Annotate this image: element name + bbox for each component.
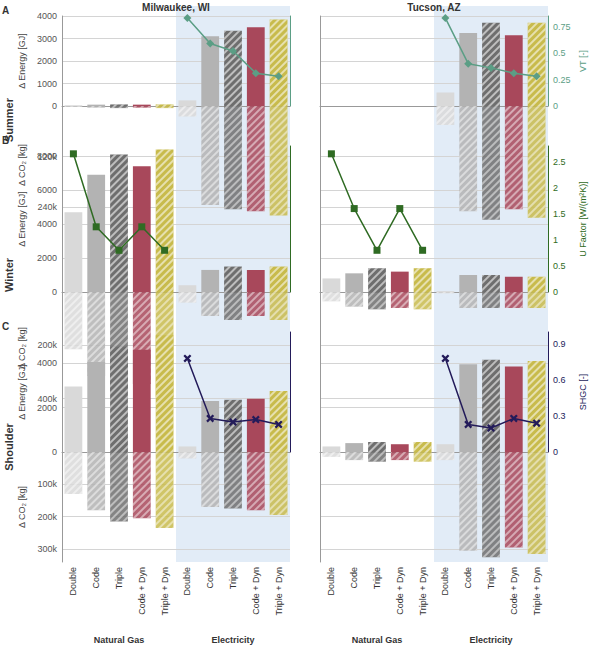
svg-text:Double: Double xyxy=(440,567,450,596)
svg-text:Code: Code xyxy=(349,567,359,589)
svg-text:Electricity: Electricity xyxy=(211,635,254,645)
svg-text:Code: Code xyxy=(463,567,473,589)
svg-text:6000: 6000 xyxy=(37,185,57,195)
svg-text:Triple: Triple xyxy=(114,567,124,589)
svg-text:Natural Gas: Natural Gas xyxy=(94,635,145,645)
svg-text:B: B xyxy=(2,135,9,146)
svg-text:120k: 120k xyxy=(37,152,57,162)
svg-text:Triple: Triple xyxy=(228,567,238,589)
svg-text:2000: 2000 xyxy=(37,253,57,263)
svg-text:0.3: 0.3 xyxy=(553,411,566,421)
svg-text:0: 0 xyxy=(52,447,57,457)
svg-text:2000: 2000 xyxy=(37,56,57,66)
svg-text:Natural Gas: Natural Gas xyxy=(352,635,403,645)
svg-text:Triple + Dyn: Triple + Dyn xyxy=(160,567,170,615)
svg-text:Double: Double xyxy=(182,567,192,596)
svg-text:Code + Dyn: Code + Dyn xyxy=(251,567,261,615)
svg-text:300k: 300k xyxy=(37,544,57,554)
svg-text:0.5: 0.5 xyxy=(553,48,566,58)
svg-text:SHGC [-]: SHGC [-] xyxy=(578,374,588,411)
svg-text:Tucson, AZ: Tucson, AZ xyxy=(407,2,460,13)
svg-text:Code: Code xyxy=(91,567,101,589)
svg-text:0.6: 0.6 xyxy=(553,375,566,385)
svg-text:240k: 240k xyxy=(37,202,57,212)
svg-text:0.25: 0.25 xyxy=(553,75,571,85)
svg-text:Δ CO₂ [kg]: Δ CO₂ [kg] xyxy=(17,327,27,369)
svg-text:Δ Energy [GJ]: Δ Energy [GJ] xyxy=(17,191,27,247)
svg-text:Electricity: Electricity xyxy=(469,635,512,645)
svg-text:4000: 4000 xyxy=(37,358,57,368)
svg-text:VT [-]: VT [-] xyxy=(578,50,588,72)
svg-text:Double: Double xyxy=(68,567,78,596)
svg-text:4000: 4000 xyxy=(37,219,57,229)
svg-text:Triple + Dyn: Triple + Dyn xyxy=(274,567,284,615)
svg-text:U Factor [W/(m²K)]: U Factor [W/(m²K)] xyxy=(578,181,588,257)
svg-text:Δ Energy [GJ]: Δ Energy [GJ] xyxy=(17,33,27,89)
svg-text:Winter: Winter xyxy=(3,257,15,292)
svg-text:Δ Energy [GJ]: Δ Energy [GJ] xyxy=(17,364,27,420)
svg-text:Code + Dyn: Code + Dyn xyxy=(509,567,519,615)
svg-text:Δ CO₂ [kg]: Δ CO₂ [kg] xyxy=(17,486,27,528)
svg-text:Δ CO₂ [kg]: Δ CO₂ [kg] xyxy=(17,144,27,186)
svg-text:3000: 3000 xyxy=(37,34,57,44)
svg-text:8000: 8000 xyxy=(37,151,57,161)
svg-text:A: A xyxy=(2,5,9,16)
svg-text:2: 2 xyxy=(553,183,558,193)
svg-text:Milwaukee, WI: Milwaukee, WI xyxy=(142,2,210,13)
svg-text:0.75: 0.75 xyxy=(553,22,571,32)
svg-text:0: 0 xyxy=(52,101,57,111)
svg-text:Code + Dyn: Code + Dyn xyxy=(395,567,405,615)
svg-text:Code: Code xyxy=(205,567,215,589)
svg-text:100k: 100k xyxy=(37,479,57,489)
svg-text:0: 0 xyxy=(553,101,558,111)
svg-text:C: C xyxy=(2,321,9,332)
svg-text:Code + Dyn: Code + Dyn xyxy=(137,567,147,615)
svg-text:Double: Double xyxy=(326,567,336,596)
svg-text:1.5: 1.5 xyxy=(553,209,566,219)
svg-text:1: 1 xyxy=(553,235,558,245)
svg-text:Summer: Summer xyxy=(3,98,15,142)
svg-text:Triple + Dyn: Triple + Dyn xyxy=(418,567,428,615)
svg-text:0: 0 xyxy=(52,287,57,297)
svg-text:1000: 1000 xyxy=(37,79,57,89)
svg-text:4000: 4000 xyxy=(37,11,57,21)
svg-text:200k: 200k xyxy=(37,512,57,522)
svg-text:0.5: 0.5 xyxy=(553,261,566,271)
svg-text:0.9: 0.9 xyxy=(553,339,566,349)
svg-text:Triple + Dyn: Triple + Dyn xyxy=(532,567,542,615)
svg-text:Shoulder: Shoulder xyxy=(3,422,15,470)
svg-text:2000: 2000 xyxy=(37,403,57,413)
svg-text:400k: 400k xyxy=(37,393,57,404)
svg-text:Triple: Triple xyxy=(372,567,382,589)
svg-text:Triple: Triple xyxy=(486,567,496,589)
svg-text:0: 0 xyxy=(553,287,558,297)
svg-text:2.5: 2.5 xyxy=(553,157,566,167)
svg-text:200k: 200k xyxy=(37,340,57,350)
svg-text:0: 0 xyxy=(553,447,558,457)
